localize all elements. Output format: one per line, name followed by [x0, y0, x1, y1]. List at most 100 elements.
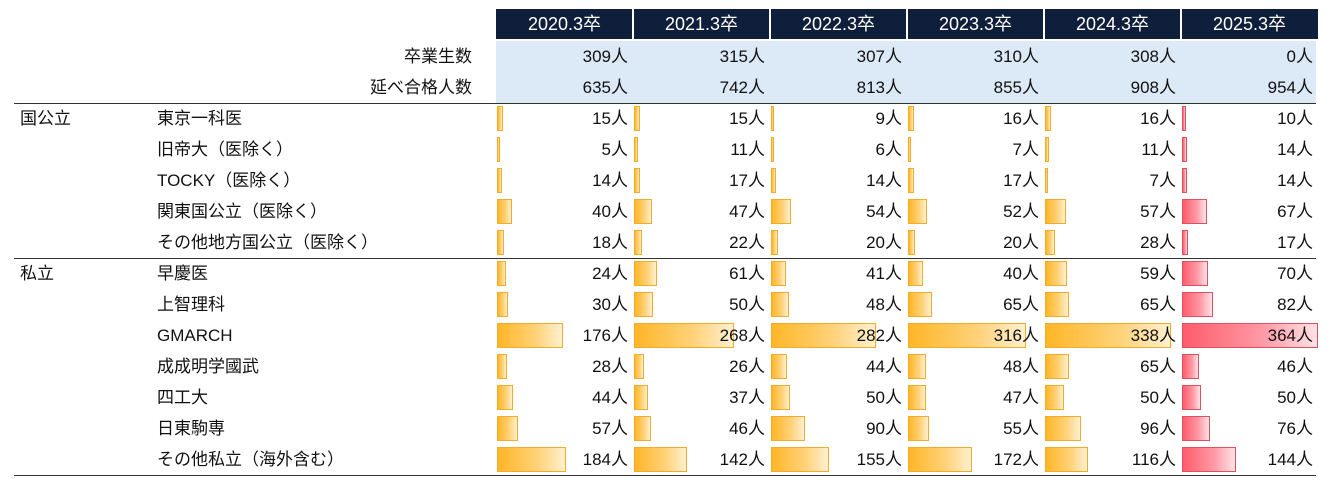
data-label: 48人 — [866, 295, 902, 314]
row-label: TOCKY（医除く） — [157, 171, 301, 190]
data-bar — [1182, 292, 1213, 317]
summary-value: 742人 — [719, 78, 765, 97]
data-label: 70人 — [1277, 264, 1313, 283]
data-label: 65人 — [1140, 357, 1176, 376]
data-bar — [1045, 261, 1067, 286]
data-bar — [1045, 106, 1051, 131]
data-label: 16人 — [1140, 109, 1176, 128]
summary-value: 315人 — [719, 47, 765, 66]
data-bar — [908, 292, 932, 317]
data-bar — [908, 199, 927, 224]
data-label: 28人 — [592, 357, 628, 376]
data-bar — [1045, 230, 1055, 255]
column-header: 2020.3卒 — [496, 9, 633, 39]
data-bar — [497, 199, 512, 224]
data-bar — [1182, 199, 1207, 224]
data-label: 5人 — [601, 140, 628, 159]
data-bar — [908, 323, 1026, 348]
data-bar — [1182, 106, 1186, 131]
data-label: 16人 — [1003, 109, 1039, 128]
data-bar — [1182, 447, 1236, 472]
data-bar — [771, 323, 876, 348]
summary-value: 813人 — [856, 78, 902, 97]
column-header: 2023.3卒 — [907, 9, 1044, 39]
group-label: 国公立 — [20, 109, 71, 128]
summary-value: 309人 — [582, 47, 628, 66]
data-bar — [1045, 199, 1066, 224]
row-label: 東京一科医 — [157, 109, 242, 128]
data-label: 59人 — [1140, 264, 1176, 283]
data-label: 15人 — [729, 109, 765, 128]
data-label: 14人 — [1277, 171, 1313, 190]
data-bar — [908, 447, 972, 472]
header-divider — [1043, 9, 1045, 39]
row-label: 上智理科 — [157, 295, 225, 314]
summary-value: 307人 — [856, 47, 902, 66]
row-label: GMARCH — [157, 326, 233, 345]
data-label: 55人 — [1003, 419, 1039, 438]
data-label: 9人 — [875, 109, 902, 128]
data-bar — [908, 261, 923, 286]
data-bar — [771, 354, 787, 379]
data-bar — [634, 385, 648, 410]
row-label: 旧帝大（医除く） — [157, 140, 293, 159]
data-bar — [908, 168, 914, 193]
data-label: 50人 — [1140, 388, 1176, 407]
data-label: 48人 — [1003, 357, 1039, 376]
data-label: 65人 — [1140, 295, 1176, 314]
data-bar — [1182, 385, 1201, 410]
data-bar — [771, 416, 805, 441]
data-label: 37人 — [729, 388, 765, 407]
data-bar — [908, 385, 926, 410]
data-bar — [634, 323, 734, 348]
data-label: 30人 — [592, 295, 628, 314]
data-label: 144人 — [1267, 450, 1313, 469]
data-bar — [1182, 261, 1208, 286]
data-label: 76人 — [1277, 419, 1313, 438]
data-label: 11人 — [730, 140, 765, 159]
data-bar — [497, 168, 502, 193]
data-label: 176人 — [582, 326, 628, 345]
data-bar — [1045, 385, 1064, 410]
data-label: 268人 — [719, 326, 765, 345]
data-label: 61人 — [729, 264, 765, 283]
data-label: 17人 — [1003, 171, 1039, 190]
data-label: 44人 — [592, 388, 628, 407]
data-label: 54人 — [866, 202, 902, 221]
data-label: 155人 — [856, 450, 902, 469]
header-divider — [1180, 9, 1182, 39]
data-bar — [634, 354, 644, 379]
data-label: 67人 — [1277, 202, 1313, 221]
data-bar — [908, 354, 926, 379]
data-bar — [634, 230, 642, 255]
data-label: 10人 — [1277, 109, 1313, 128]
header-divider — [632, 9, 634, 39]
data-bar — [908, 416, 929, 441]
data-bar — [497, 292, 508, 317]
data-label: 52人 — [1003, 202, 1039, 221]
data-label: 46人 — [729, 419, 765, 438]
summary-value: 954人 — [1267, 78, 1313, 97]
data-bar — [1182, 168, 1187, 193]
data-label: 50人 — [1277, 388, 1313, 407]
data-bar — [1045, 168, 1048, 193]
summary-label: 延べ合格人数 — [370, 78, 472, 97]
column-header: 2024.3卒 — [1044, 9, 1181, 39]
data-bar — [497, 447, 566, 472]
data-bar — [497, 261, 506, 286]
data-label: 40人 — [592, 202, 628, 221]
group-divider — [14, 103, 1316, 104]
data-label: 22人 — [729, 233, 765, 252]
summary-label: 卒業生数 — [404, 47, 472, 66]
data-label: 90人 — [866, 419, 902, 438]
data-bar — [1045, 354, 1069, 379]
summary-value: 310人 — [993, 47, 1039, 66]
data-bar — [1182, 323, 1318, 348]
data-bar — [771, 168, 776, 193]
group-divider — [14, 258, 1316, 259]
data-bar — [634, 137, 638, 162]
data-label: 82人 — [1277, 295, 1313, 314]
data-bar — [771, 292, 789, 317]
data-bar — [771, 447, 829, 472]
data-label: 46人 — [1277, 357, 1313, 376]
